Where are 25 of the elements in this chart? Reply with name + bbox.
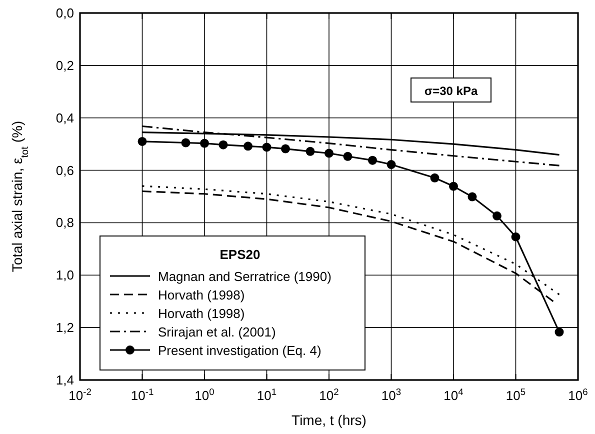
legend-title: EPS20 (220, 247, 260, 262)
legend-label: Horvath (1998) (158, 288, 245, 302)
legend-label: Horvath (1998) (158, 306, 245, 321)
x-tick-label: 10$^{0}$ (194, 387, 214, 403)
legend-label: Present investigation (Eq. 4) (158, 343, 322, 358)
y-tick-label: 0,2 (56, 58, 74, 73)
x-tick-label: 10$^{5}$ (506, 387, 526, 403)
legend-label: Srirajan et al. (2001) (158, 324, 276, 340)
x-tick-label: 10$^{-2}$ (68, 387, 92, 403)
y-tick-label: 0,4 (56, 110, 74, 126)
y-tick-label: 0,0 (56, 6, 74, 20)
y-tick-label: 1,4 (56, 372, 74, 388)
annotation: σ=30 kPa (424, 84, 478, 98)
x-tick-label: 10$^{6}$ (568, 387, 588, 403)
x-tick-label: 10$^{-1}$ (130, 387, 154, 403)
y-tick-label: 1,0 (56, 268, 74, 283)
y-tick-label: 0,6 (56, 162, 74, 178)
x-tick-label: 10$^{4}$ (444, 387, 464, 403)
y-tick-label: 1,2 (56, 320, 74, 336)
x-axis-title: Time, t (hrs) (292, 412, 366, 428)
legend-label: Magnan and Serratrice (1990) (158, 269, 332, 284)
y-tick-label: 0,8 (56, 215, 74, 230)
x-tick-label: 10$^{3}$ (381, 387, 402, 403)
x-tick-label: 10$^{2}$ (319, 387, 339, 403)
x-tick-label: 10$^{1}$ (256, 387, 277, 403)
